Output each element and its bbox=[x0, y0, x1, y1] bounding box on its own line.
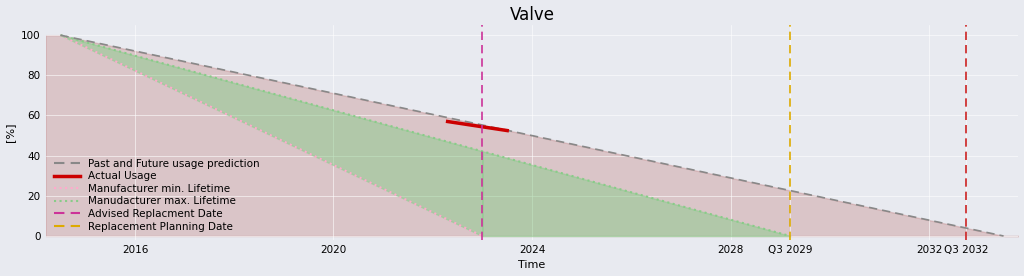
X-axis label: Time: Time bbox=[518, 261, 546, 270]
Y-axis label: [%]: [%] bbox=[5, 123, 15, 142]
Title: Valve: Valve bbox=[510, 6, 555, 23]
Legend: Past and Future usage prediction, Actual Usage, Manufacturer min. Lifetime, Manu: Past and Future usage prediction, Actual… bbox=[51, 156, 263, 235]
